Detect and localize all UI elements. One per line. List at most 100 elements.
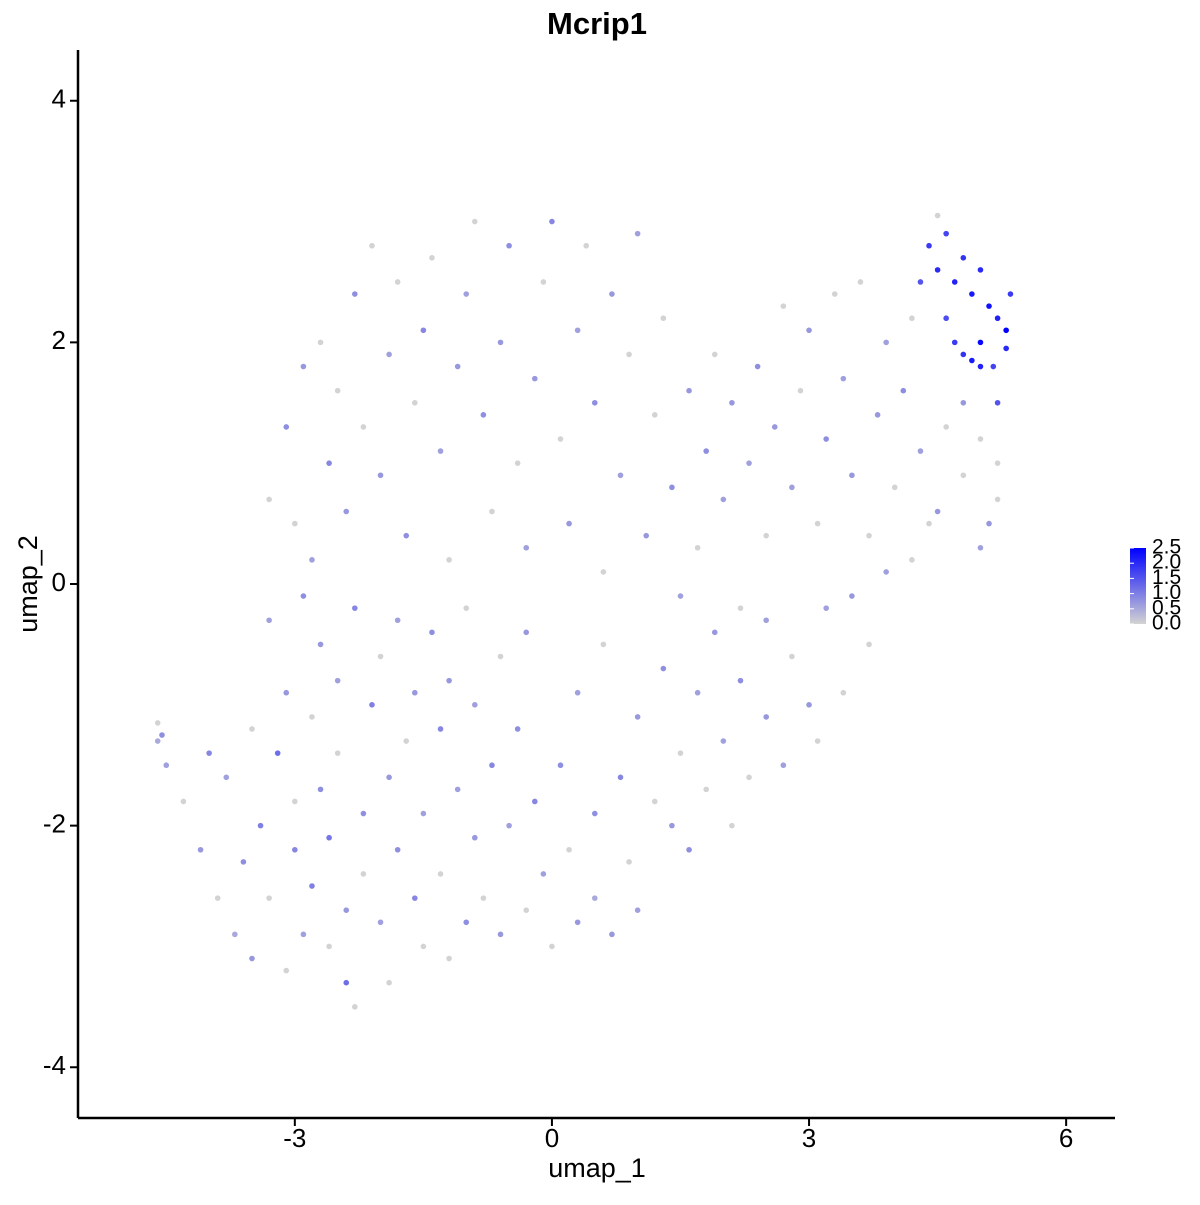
point [326,460,332,466]
point [292,520,298,527]
point [600,569,607,575]
point [789,653,795,660]
point [489,508,495,515]
point [737,605,744,611]
point [849,472,855,479]
point [960,351,967,358]
point [780,303,787,309]
point [814,520,821,527]
point [326,834,332,841]
point [823,605,829,611]
point [591,810,598,817]
point [283,424,290,430]
point [883,569,889,575]
point [866,532,872,539]
point [686,387,692,394]
point [266,496,272,503]
point [943,424,949,430]
color-tick-label: 1.0 [1152,581,1181,604]
point [412,689,418,696]
point [694,689,701,696]
point [591,399,598,406]
point [472,702,478,708]
point [334,750,341,756]
point [557,436,564,442]
point [300,363,307,370]
point [1007,291,1014,297]
point [831,291,838,297]
point [386,351,392,358]
point [454,786,461,793]
point [377,919,384,926]
point [934,508,941,515]
point [343,907,350,913]
point [446,557,452,563]
point [917,279,924,285]
point [506,242,512,249]
point [677,750,684,756]
point [977,339,984,346]
point [711,351,718,358]
point [763,617,769,624]
point [797,387,804,394]
point [617,774,624,781]
point [891,484,898,491]
point [403,738,410,744]
x-axis-title: umap_1 [548,1153,646,1183]
point [737,677,744,684]
point [317,786,324,793]
point [943,230,949,237]
point [514,460,521,466]
point [746,774,752,781]
color-tick-label: 1.5 [1152,566,1181,589]
color-bar [1130,548,1146,624]
point [566,846,572,853]
point [660,315,667,322]
point [986,520,992,527]
point [669,484,675,491]
x-tick-label: 0 [545,1123,559,1153]
point [960,399,967,406]
color-tick-label: 0.5 [1152,596,1181,619]
point [214,895,221,901]
point [232,931,238,938]
point [926,520,932,527]
point [163,762,170,769]
point [394,846,401,853]
point [626,859,632,865]
point [420,810,427,817]
point [917,448,924,454]
point [789,484,795,491]
point [994,460,1001,466]
point [506,822,512,829]
point [746,460,752,466]
point [159,732,165,738]
point [703,448,709,454]
y-tick-label: 4 [52,84,66,114]
point [300,593,307,599]
point [180,798,187,805]
x-tick-label: 3 [802,1123,816,1153]
point [720,738,727,744]
point [446,677,452,684]
point [763,714,769,720]
point [463,291,470,297]
point [634,907,641,913]
point [626,351,632,358]
point [651,798,658,805]
point [412,895,418,901]
chart-title: Mcrip1 [547,6,647,41]
point [951,279,958,285]
point [694,544,701,551]
point [377,653,384,660]
point [840,375,847,382]
point [823,436,829,442]
point [334,677,341,684]
point [711,629,718,636]
point [990,363,997,370]
point [866,641,872,648]
point [634,714,641,720]
point [849,593,855,599]
point [309,883,315,889]
point [154,738,161,744]
